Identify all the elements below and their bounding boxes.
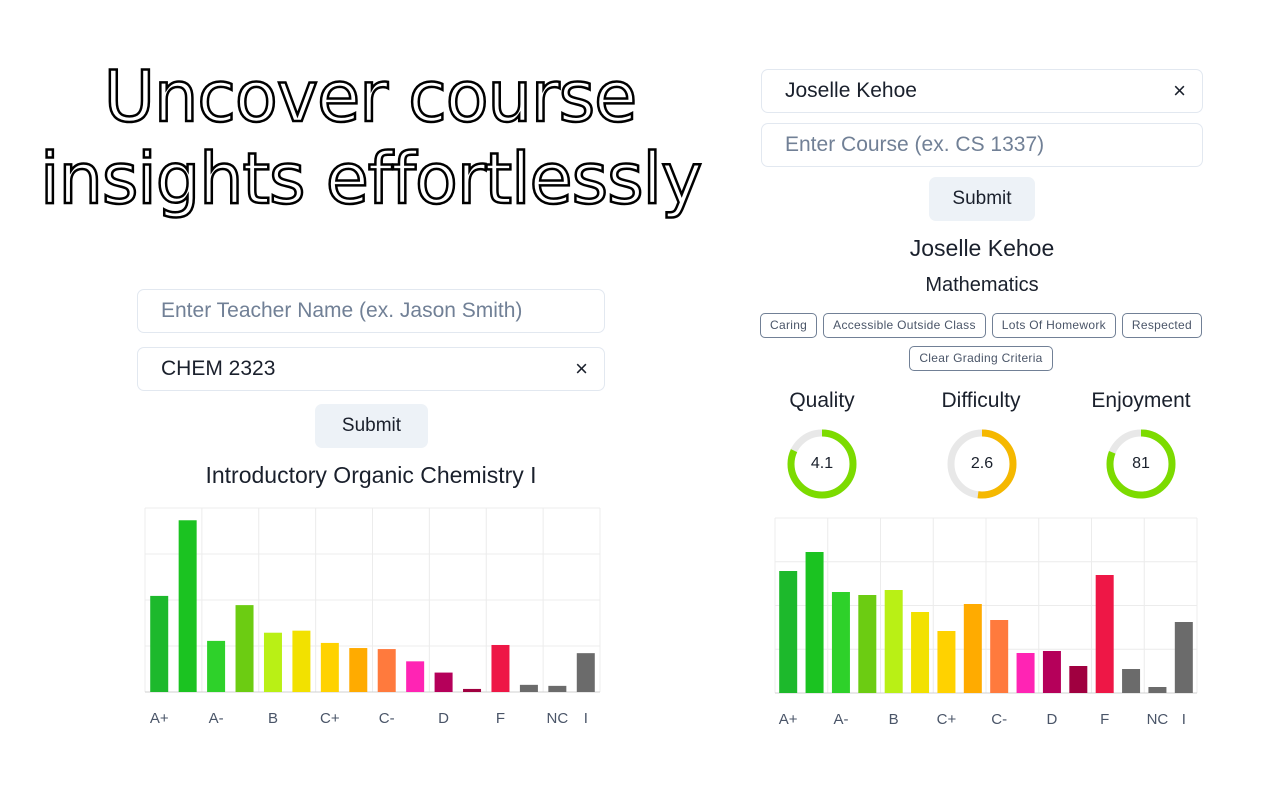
bar (292, 630, 311, 692)
bar (1016, 653, 1035, 693)
difficulty-value: 2.6 (970, 455, 994, 472)
x-tick-label: D (1047, 711, 1058, 728)
x-tick-label: A+ (779, 711, 798, 728)
x-tick-label: A+ (150, 710, 169, 727)
gauge-arc (947, 429, 1017, 499)
enjoyment-value: 81 (1132, 455, 1150, 472)
bar (911, 612, 930, 693)
bar (576, 653, 595, 692)
tag-list: Caring Accessible Outside Class Lots Of … (760, 313, 1202, 371)
bar (235, 605, 254, 692)
tag-chip: Respected (1121, 313, 1202, 338)
bar (1095, 575, 1114, 693)
course-placeholder: Enter Course (ex. CS 1337) (785, 133, 1045, 156)
bar (884, 590, 903, 693)
enjoyment-gauge (1106, 429, 1176, 499)
bar (1174, 622, 1193, 693)
tag-chip: Lots Of Homework (991, 313, 1116, 338)
difficulty-label: Difficulty (941, 389, 1021, 412)
tag-chip: Caring (760, 313, 818, 338)
difficulty-gauge (947, 429, 1017, 499)
clear-icon[interactable]: × (575, 356, 588, 381)
bar (491, 644, 510, 692)
bar (548, 685, 567, 692)
bar (320, 642, 339, 692)
x-tick-label: NC (1147, 711, 1169, 728)
x-tick-label: C- (991, 711, 1007, 728)
course-input[interactable]: Enter Course (ex. CS 1337) (761, 123, 1203, 167)
course-input-value: CHEM 2323 (161, 357, 276, 380)
teacher-name-placeholder: Enter Teacher Name (ex. Jason Smith) (161, 299, 523, 322)
gauge-arc (787, 429, 857, 499)
grade-distribution-chart: A+ A- B C+ C- D F NC I (774, 517, 1198, 728)
tag-chip: Clear Grading Criteria (909, 346, 1053, 371)
bar (377, 649, 396, 692)
x-tick-label: B (268, 710, 278, 727)
x-tick-label: A- (833, 711, 848, 728)
bar (178, 520, 197, 692)
quality-value: 4.1 (810, 455, 834, 472)
teacher-name-input[interactable]: Joselle Kehoe × (761, 69, 1203, 113)
bar (963, 604, 982, 693)
x-tick-label: D (438, 710, 449, 727)
bar (150, 595, 169, 692)
bar (858, 595, 877, 693)
teacher-name-heading: Joselle Kehoe (909, 235, 1055, 261)
bar (349, 648, 368, 692)
submit-button[interactable]: Submit (929, 177, 1035, 221)
x-tick-label: A- (209, 710, 224, 727)
headline-line-1: Uncover course (103, 55, 639, 140)
bar (434, 672, 453, 692)
bar (1148, 687, 1167, 693)
gauge-arc (1106, 429, 1176, 499)
x-tick-label: F (496, 710, 505, 727)
bar (1122, 669, 1141, 693)
grade-distribution-chart: A+ A- B C+ C- D F NC I (144, 507, 601, 727)
bar (779, 571, 798, 693)
bar (406, 661, 425, 692)
bar (463, 688, 482, 692)
quality-label: Quality (789, 389, 855, 412)
clear-icon[interactable]: × (1173, 78, 1186, 103)
x-tick-label: C+ (320, 710, 340, 727)
x-tick-label: B (889, 711, 899, 728)
bar (519, 684, 538, 692)
bar (1069, 666, 1088, 693)
bar (831, 592, 850, 693)
teacher-name-value: Joselle Kehoe (785, 79, 917, 102)
bar (937, 631, 956, 693)
headline-line-2: insights effortlessly (39, 137, 704, 222)
course-title: Introductory Organic Chemistry I (205, 462, 537, 488)
bar (805, 552, 824, 693)
department-label: Mathematics (925, 274, 1039, 296)
submit-button[interactable]: Submit (315, 404, 428, 448)
tag-chip: Accessible Outside Class (823, 313, 986, 338)
bar (1042, 651, 1061, 693)
x-tick-label: I (584, 710, 588, 727)
enjoyment-label: Enjoyment (1091, 389, 1191, 412)
bar (990, 620, 1009, 693)
x-tick-label: F (1100, 711, 1109, 728)
x-tick-label: I (1182, 711, 1186, 728)
quality-gauge (787, 429, 857, 499)
headline: Uncover course insights effortlessly (39, 55, 704, 222)
x-tick-label: C+ (937, 711, 957, 728)
bar (207, 640, 226, 692)
x-tick-label: NC (547, 710, 569, 727)
bar (263, 632, 282, 692)
course-input[interactable]: CHEM 2323 × (137, 347, 605, 391)
teacher-name-input[interactable]: Enter Teacher Name (ex. Jason Smith) (137, 289, 605, 333)
x-tick-label: C- (379, 710, 395, 727)
